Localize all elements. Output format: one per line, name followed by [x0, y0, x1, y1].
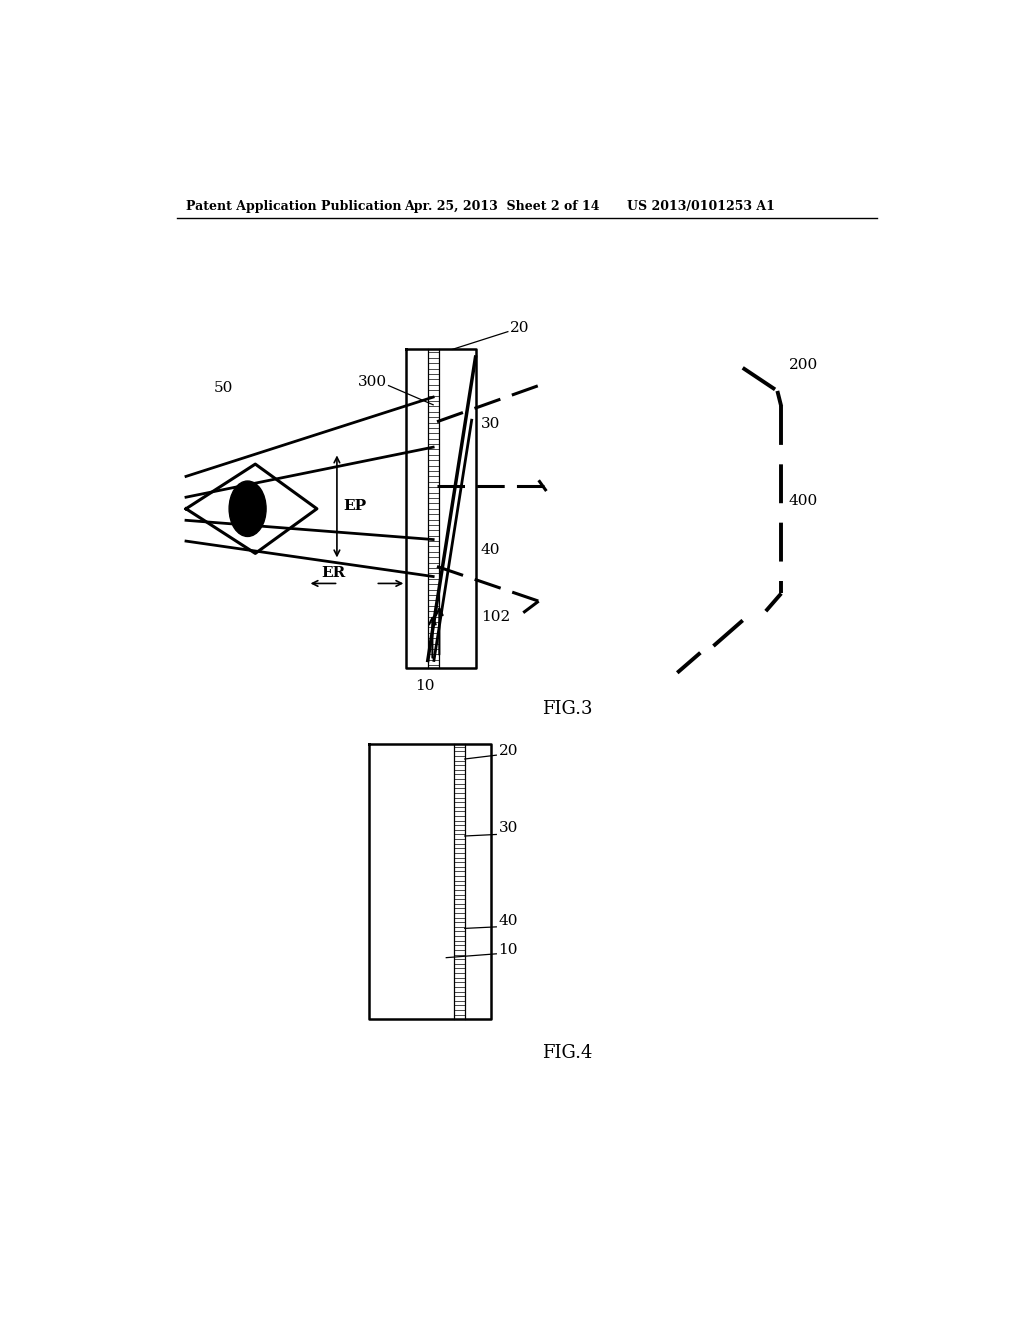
Ellipse shape: [229, 480, 266, 536]
Text: 30: 30: [481, 417, 501, 432]
Text: FIG.3: FIG.3: [543, 700, 593, 718]
Text: 30: 30: [499, 821, 518, 836]
Text: 50: 50: [214, 381, 233, 395]
Text: 10: 10: [499, 942, 518, 957]
Text: ER: ER: [322, 566, 346, 579]
Text: FIG.4: FIG.4: [543, 1044, 593, 1063]
Text: Patent Application Publication: Patent Application Publication: [186, 199, 401, 213]
Text: 102: 102: [481, 610, 510, 623]
Text: US 2013/0101253 A1: US 2013/0101253 A1: [628, 199, 775, 213]
Text: 300: 300: [357, 375, 387, 388]
Text: 20: 20: [510, 321, 529, 335]
Text: 40: 40: [499, 913, 518, 928]
Text: 20: 20: [499, 744, 518, 758]
Text: Apr. 25, 2013  Sheet 2 of 14: Apr. 25, 2013 Sheet 2 of 14: [403, 199, 599, 213]
Text: 40: 40: [481, 543, 501, 557]
Text: 400: 400: [788, 494, 818, 508]
Text: EP: EP: [343, 499, 367, 513]
Text: 200: 200: [788, 358, 818, 372]
Text: 10: 10: [416, 678, 435, 693]
